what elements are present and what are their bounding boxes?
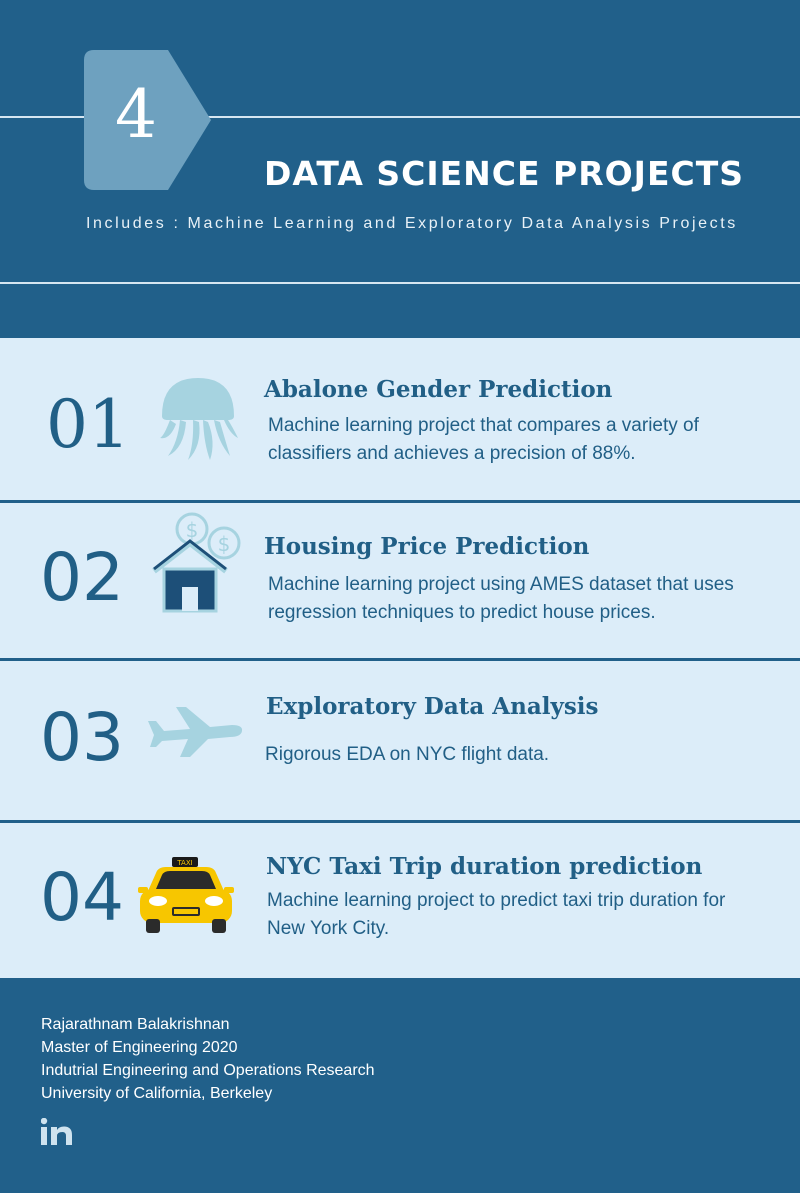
page-subtitle: Includes : Machine Learning and Explorat…	[86, 215, 738, 232]
project-number: 01	[46, 386, 130, 463]
project-title: Exploratory Data Analysis	[266, 693, 599, 720]
project-number: 03	[40, 699, 124, 776]
count-badge: 4	[84, 50, 212, 190]
house-dollar-icon: $ $	[152, 509, 244, 620]
header: 4 DATA SCIENCE PROJECTS Includes : Machi…	[0, 0, 800, 338]
jellyfish-icon	[158, 376, 238, 465]
author-university: University of California, Berkeley	[41, 1085, 273, 1102]
project-title: Abalone Gender Prediction	[264, 376, 613, 403]
svg-text:$: $	[218, 532, 231, 556]
taxi-icon: TAXI	[138, 857, 234, 940]
svg-text:$: $	[186, 518, 199, 542]
project-title: NYC Taxi Trip duration prediction	[266, 853, 703, 880]
project-number: 04	[40, 859, 124, 936]
linkedin-icon[interactable]	[40, 1117, 73, 1151]
header-divider-bottom	[0, 282, 800, 284]
airplane-icon	[146, 703, 244, 764]
project-description: Rigorous EDA on NYC flight data.	[265, 744, 550, 765]
project-card-01: 01 Abalone Gender Prediction Machine lea…	[0, 338, 800, 500]
page-title: DATA SCIENCE PROJECTS	[264, 154, 744, 193]
badge-shape	[84, 50, 211, 190]
author-name: Rajarathnam Balakrishnan	[41, 1016, 230, 1033]
author-department: Indutrial Engineering and Operations Res…	[41, 1062, 375, 1079]
project-description: Machine learning project to predict taxi…	[267, 890, 726, 939]
project-card-04: 04 TAXI NYC Taxi Trip duration predictio…	[0, 823, 800, 978]
project-description: Machine learning project using AMES data…	[268, 574, 734, 623]
svg-text:TAXI: TAXI	[176, 859, 192, 867]
project-number: 02	[40, 539, 124, 616]
badge-number: 4	[115, 76, 157, 153]
header-divider-top	[0, 116, 800, 118]
project-description: Machine learning project that compares a…	[268, 415, 699, 464]
project-card-02: 02 $ $ Housing Price Prediction Machine …	[0, 503, 800, 658]
footer	[0, 978, 800, 1193]
project-title: Housing Price Prediction	[264, 533, 590, 560]
project-card-03: 03 Exploratory Data Analysis Rigorous ED…	[0, 661, 800, 820]
author-degree: Master of Engineering 2020	[41, 1039, 238, 1056]
